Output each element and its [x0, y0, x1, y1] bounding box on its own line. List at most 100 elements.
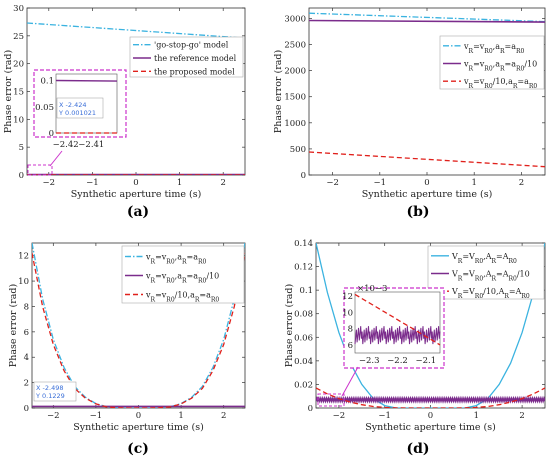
- y-tick-label: 0: [308, 404, 313, 414]
- inset-y-tick-label: 10: [342, 308, 353, 318]
- legend-label: VR=VR0,AR=AR0: [451, 252, 517, 265]
- legend-label: the reference model: [154, 54, 237, 63]
- inset-x-tick-label: −2.1: [416, 356, 437, 366]
- inset-y-tick-label: 0.1: [40, 77, 54, 87]
- datatip-x: X -2.424: [59, 101, 86, 109]
- x-axis-label: Synthetic aperture time (s): [71, 189, 202, 200]
- legend-label: vR=vR0,aR=aR0/10: [145, 272, 219, 285]
- inset-scale-label: ×10−3: [357, 284, 387, 294]
- x-tick-label: −1: [86, 178, 99, 188]
- y-tick-label: 500: [290, 145, 306, 155]
- inset-red-line: [354, 293, 441, 346]
- y-tick-label: 0.06: [294, 333, 313, 343]
- inset-y-tick-label: 0.05: [35, 103, 54, 113]
- y-tick-label: 0.1: [299, 286, 313, 296]
- inset-y-tick-label: 6: [348, 341, 353, 351]
- legend-label: vR=vR0,aR=aR0/10: [463, 60, 537, 73]
- inset-frame: [354, 291, 441, 354]
- panel-label: (b): [406, 204, 429, 220]
- zoom-pointer: [49, 150, 63, 167]
- series-group: [309, 12, 545, 168]
- legend-label: the proposed model: [154, 67, 235, 76]
- y-tick-label: 2: [24, 379, 29, 389]
- y-tick-label: 1000: [284, 119, 306, 129]
- inset-purple-line: [55, 79, 118, 82]
- x-tick-label: 2: [220, 178, 225, 188]
- y-tick-label: 12: [18, 252, 29, 262]
- inset-y-tick-label: 12: [342, 292, 353, 302]
- y-tick-label: 30: [13, 4, 24, 14]
- y-tick-label: 0: [19, 171, 24, 181]
- inset-x-tick-label: −2.41: [78, 140, 104, 150]
- y-axis-label: Phase error (rad): [3, 50, 14, 133]
- y-tick-label: 0.12: [294, 263, 313, 273]
- legend-label: vR=vR0/10,aR=aR0: [463, 77, 537, 90]
- y-tick-label: 1500: [284, 93, 306, 103]
- series-line-3: [316, 387, 545, 408]
- panel-d: −2 −1 0 1 200.020.040.060.080.10.120.14Synth…: [284, 239, 546, 457]
- inset-x-tick-label: −2.3: [359, 356, 380, 366]
- x-tick-label: −2: [333, 411, 346, 421]
- series-line-1: [309, 12, 545, 23]
- plot-frame: [308, 7, 546, 176]
- x-tick-label: 2: [519, 411, 524, 421]
- y-tick-label: 0.14: [294, 239, 313, 249]
- x-tick-label: 1: [474, 411, 479, 421]
- series-line-2: [309, 19, 545, 23]
- x-tick-label: −1: [90, 411, 103, 421]
- x-tick-label: −2: [43, 178, 56, 188]
- y-tick-label: 0.08: [294, 310, 313, 320]
- legend-label: VR=VR0/10,AR=AR0: [451, 287, 530, 300]
- x-axis-label: Synthetic aperture time (s): [73, 422, 204, 433]
- panel-b: −2 −1 0 1 2 0 500 1000 1500 2000 2500 3000 Synthetic…: [273, 7, 546, 220]
- series-group: [27, 22, 245, 175]
- inset-frame: [55, 73, 118, 134]
- y-tick-label: 3000: [284, 14, 306, 24]
- y-tick-label: 2500: [284, 41, 306, 51]
- series-line-3: [32, 253, 245, 408]
- legend-label: VR=VR0,AR=AR0/10: [451, 270, 530, 283]
- series-group: [316, 243, 545, 408]
- series-line-1: [316, 243, 545, 408]
- inset-y-tick-label: 0: [49, 129, 54, 139]
- legend: VR=VR0,AR=AR0 VR=VR0,AR=AR0/10 VR=VR0/10,A…: [427, 245, 545, 300]
- series-line-3: [309, 151, 545, 168]
- series-line-1: [27, 22, 245, 39]
- y-tick-label: 25: [13, 32, 24, 42]
- y-tick-label: 15: [13, 88, 24, 98]
- datatip-y: Y 0.001021: [58, 109, 96, 117]
- zoom-pointer: [341, 366, 359, 397]
- x-axis-label: Synthetic aperture time (s): [365, 422, 496, 433]
- source-zoom-box: [27, 164, 53, 176]
- y-tick-label: 0.02: [294, 380, 313, 390]
- datatip-box: [56, 97, 104, 119]
- x-axis-label: Synthetic aperture time (s): [362, 189, 493, 200]
- x-tick-label: 0: [133, 178, 138, 188]
- y-tick-label: 0.04: [294, 357, 313, 367]
- legend-box: [121, 245, 245, 304]
- panel-label: (c): [127, 441, 149, 457]
- series-group: [32, 243, 245, 408]
- legend-box: [129, 36, 244, 78]
- x-tick-label: −1: [378, 411, 391, 421]
- legend-box: [427, 245, 545, 300]
- y-tick-label: 10: [13, 115, 24, 125]
- x-tick-label: 1: [471, 178, 476, 188]
- x-tick-label: 2: [221, 411, 226, 421]
- y-tick-label: 2000: [284, 67, 306, 77]
- legend: 'go-stop-go' model the reference model the…: [129, 36, 244, 78]
- inset: ×10−3 6 8 10 12 −2.3 −2.2 −2.1: [317, 284, 445, 407]
- legend: vR=vR0,aR=aR0 vR=vR0,aR=aR0/10 vR=vR0/10,a…: [121, 245, 245, 304]
- series-line-2: [316, 395, 545, 404]
- inset-x-tick-label: −2.2: [387, 356, 408, 366]
- y-tick-label: 4: [24, 353, 29, 363]
- y-tick-label: 5: [19, 143, 24, 153]
- y-tick-label: 20: [13, 60, 24, 70]
- x-tick-label: 1: [177, 178, 182, 188]
- y-axis-label: Phase error (rad): [284, 284, 295, 367]
- legend-label: 'go-stop-go' model: [154, 41, 229, 50]
- y-tick-label: 10: [18, 277, 29, 287]
